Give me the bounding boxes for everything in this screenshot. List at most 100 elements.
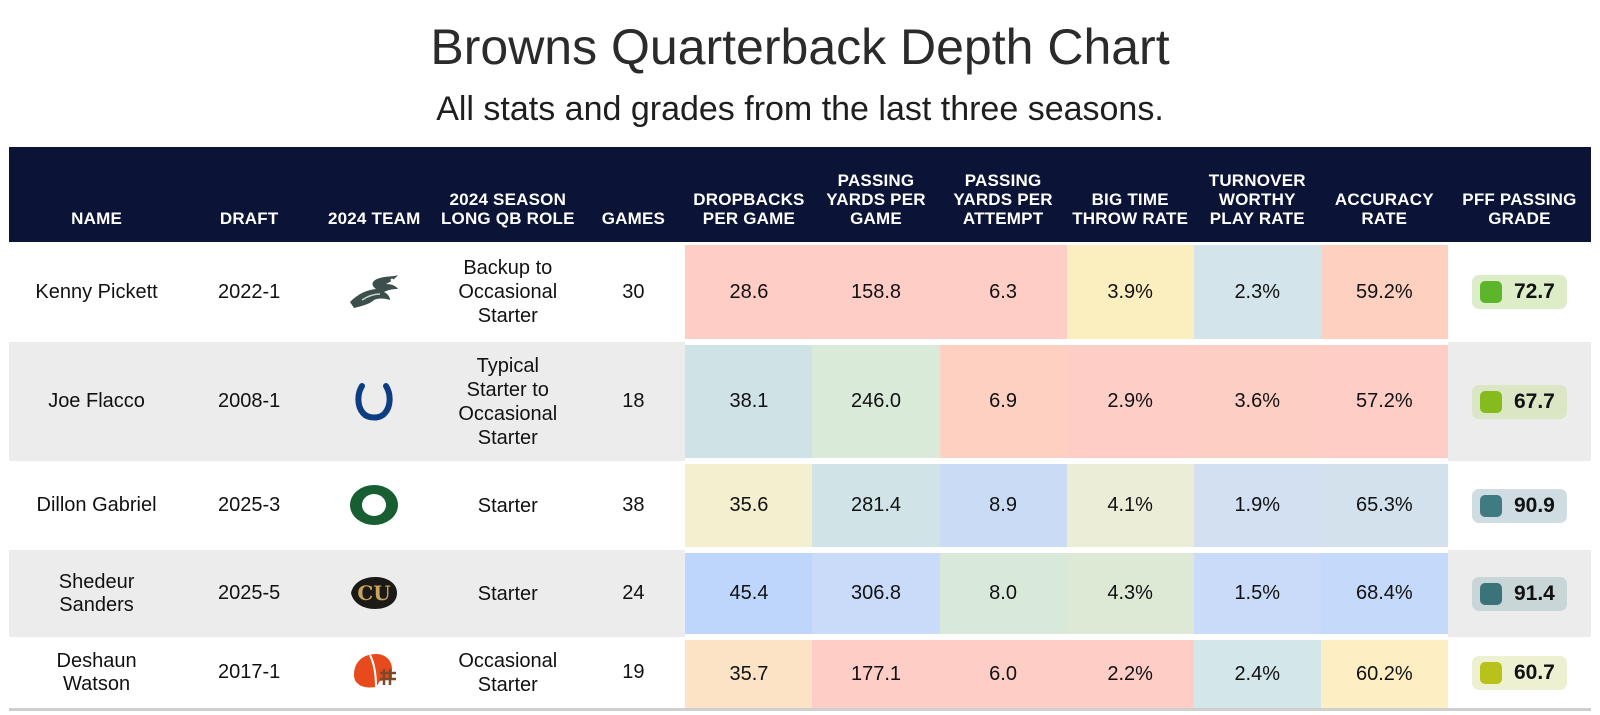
stat-cell: 1.9%	[1193, 461, 1321, 550]
stat-cell: 59.2%	[1320, 242, 1448, 342]
column-header: BIG TIME THROW RATE	[1066, 147, 1194, 242]
grade-cell: 72.7	[1447, 242, 1591, 342]
table-row: Kenny Pickett 2022-1 Backup to Occasional …	[9, 242, 1591, 342]
chart-title: Browns Quarterback Depth Chart	[430, 19, 1170, 75]
stat-cell: 60.2%	[1320, 637, 1448, 711]
draft-cell: 2025-5	[184, 550, 315, 637]
grade-swatch	[1479, 494, 1502, 517]
stat-cell: 68.4%	[1320, 550, 1448, 637]
stat-cell: 6.3	[939, 242, 1067, 342]
stat-cell: 57.2%	[1320, 342, 1448, 461]
player-name-cell: Dillon Gabriel	[9, 461, 185, 550]
column-header: 2024 SEASON LONG QB ROLE	[434, 147, 582, 242]
table-row: Dillon Gabriel 2025-3 Starter 38 35.6 281.4 8.…	[9, 461, 1591, 550]
draft-cell: 2022-1	[184, 242, 315, 342]
stat-cell: 3.9%	[1066, 242, 1194, 342]
games-cell: 19	[581, 637, 686, 711]
grade-cell: 67.7	[1447, 342, 1591, 461]
depth-chart-table: NAME DRAFT 2024 TEAM 2024 SEASON LONG QB…	[9, 147, 1591, 711]
stat-cell: 6.9	[939, 342, 1067, 461]
stat-cell: 65.3%	[1320, 461, 1448, 550]
team-cell	[314, 637, 435, 711]
chart-subtitle: All stats and grades from the last three…	[436, 90, 1164, 128]
stat-cell: 1.5%	[1193, 550, 1321, 637]
stat-cell: 3.6%	[1193, 342, 1321, 461]
team-cell	[314, 342, 435, 461]
role-cell: Starter	[434, 550, 582, 637]
column-header: PFF PASSING GRADE	[1447, 147, 1591, 242]
column-header: 2024 TEAM	[314, 147, 435, 242]
grade-swatch	[1479, 661, 1502, 684]
grade-value: 60.7	[1513, 660, 1555, 684]
grade-badge: 67.7	[1471, 384, 1567, 419]
table-row: Deshaun Watson 2017-1 Occasional Starter 19…	[9, 637, 1591, 711]
draft-cell: 2025-3	[184, 461, 315, 550]
stat-cell: 6.0	[939, 637, 1067, 711]
column-header: DRAFT	[184, 147, 315, 242]
grade-badge: 90.9	[1471, 488, 1567, 523]
column-header: TURNOVER WORTHY PLAY RATE	[1193, 147, 1321, 242]
stat-cell: 4.3%	[1066, 550, 1194, 637]
draft-cell: 2008-1	[184, 342, 315, 461]
team-cell	[314, 461, 435, 550]
role-cell: Occasional Starter	[434, 637, 582, 711]
grade-value: 67.7	[1513, 389, 1555, 413]
browns-helmet-icon	[344, 647, 404, 697]
player-name-cell: Shedeur Sanders	[9, 550, 185, 637]
stat-cell: 8.9	[939, 461, 1067, 550]
stat-cell: 2.4%	[1193, 637, 1321, 711]
player-name-cell: Kenny Pickett	[9, 242, 185, 342]
role-cell: Typical Starter to Occasional Starter	[434, 342, 582, 461]
grade-cell: 91.4	[1447, 550, 1591, 637]
colorado-logo-icon: CU	[344, 568, 404, 618]
column-header: ACCURACY RATE	[1320, 147, 1448, 242]
stat-cell: 246.0	[812, 342, 940, 461]
stat-cell: 158.8	[812, 242, 940, 342]
stat-cell: 177.1	[812, 637, 940, 711]
role-cell: Starter	[434, 461, 582, 550]
table-row: Joe Flacco 2008-1 Typical Starter to Occas…	[9, 342, 1591, 461]
oregon-logo-icon	[344, 480, 404, 530]
grade-badge: 72.7	[1471, 275, 1567, 309]
team-cell: CU	[314, 550, 435, 637]
eagles-logo-icon	[344, 267, 404, 317]
stat-cell: 28.6	[685, 242, 813, 342]
column-header: DROPBACKS PER GAME	[685, 147, 813, 242]
svg-text:CU: CU	[358, 581, 391, 605]
colts-logo-icon	[344, 376, 404, 426]
grade-value: 90.9	[1513, 493, 1555, 517]
draft-cell: 2017-1	[184, 637, 315, 711]
grade-badge: 60.7	[1471, 655, 1567, 690]
stat-cell: 35.6	[685, 461, 813, 550]
grade-swatch	[1479, 390, 1502, 413]
column-header: GAMES	[581, 147, 686, 242]
grade-badge: 91.4	[1471, 576, 1567, 611]
column-header: NAME	[9, 147, 185, 242]
team-cell	[314, 242, 435, 342]
role-cell: Backup to Occasional Starter	[434, 242, 582, 342]
player-name-cell: Deshaun Watson	[9, 637, 185, 711]
column-header: PASSING YARDS PER GAME	[812, 147, 940, 242]
column-header: PASSING YARDS PER ATTEMPT	[939, 147, 1067, 242]
player-name-cell: Joe Flacco	[9, 342, 185, 461]
grade-swatch	[1479, 582, 1502, 605]
stat-cell: 281.4	[812, 461, 940, 550]
table-row: Shedeur Sanders 2025-5 CU Starter 24 45.4 306.…	[9, 550, 1591, 637]
stat-cell: 2.2%	[1066, 637, 1194, 711]
stat-cell: 8.0	[939, 550, 1067, 637]
grade-cell: 60.7	[1447, 637, 1591, 711]
stat-cell: 306.8	[812, 550, 940, 637]
stat-cell: 38.1	[685, 342, 813, 461]
grade-swatch	[1479, 281, 1502, 303]
grade-value: 72.7	[1513, 280, 1555, 303]
stat-cell: 2.9%	[1066, 342, 1194, 461]
games-cell: 18	[581, 342, 686, 461]
stat-cell: 2.3%	[1193, 242, 1321, 342]
grade-cell: 90.9	[1447, 461, 1591, 550]
header-row: NAME DRAFT 2024 TEAM 2024 SEASON LONG QB…	[9, 147, 1591, 242]
games-cell: 30	[581, 242, 686, 342]
stat-cell: 4.1%	[1066, 461, 1194, 550]
stat-cell: 45.4	[685, 550, 813, 637]
games-cell: 24	[581, 550, 686, 637]
stat-cell: 35.7	[685, 637, 813, 711]
